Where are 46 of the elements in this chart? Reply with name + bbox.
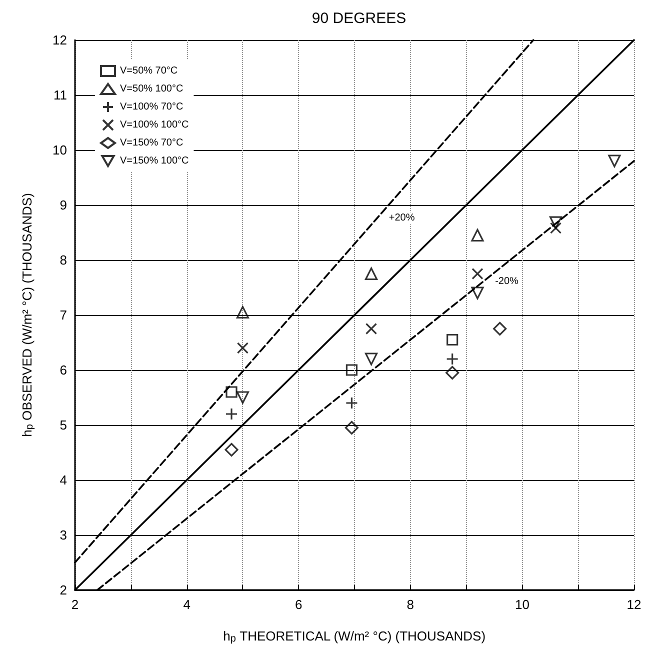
x-tick-label: 8 (406, 597, 414, 612)
chart-title: 90 DEGREES (312, 10, 406, 27)
y-tick-label: 12 (52, 32, 67, 48)
y-tick-label: 3 (60, 528, 67, 542)
x-tick-label: 4 (183, 597, 190, 612)
point (224, 442, 238, 457)
point (550, 222, 562, 234)
point (364, 352, 378, 366)
point (549, 216, 562, 229)
x-tick-label: 6 (294, 597, 302, 612)
legend-label: V=150% 70°C (120, 138, 184, 148)
point (446, 366, 460, 380)
legend-label: V=50% 70°C (120, 66, 178, 76)
legend-label: V=150% 100°C (120, 156, 189, 166)
point (493, 322, 507, 336)
point (236, 306, 249, 319)
y-tick-label: 10 (52, 142, 67, 158)
point (236, 342, 248, 354)
legend-label: V=50% 100°C (120, 84, 184, 94)
point (344, 420, 359, 435)
point (365, 322, 378, 335)
y-tick-label: 6 (60, 362, 67, 378)
point (236, 391, 249, 404)
y-tick-label: 8 (60, 252, 67, 268)
y-tick-label: 4 (60, 472, 67, 488)
point (346, 364, 358, 376)
point (226, 386, 238, 398)
legend-label: V=100% 100°C (120, 120, 189, 130)
legend-label: V=100% 70°C (120, 102, 184, 112)
y-tick-label: 9 (60, 198, 67, 212)
y-tick-label: 11 (54, 88, 67, 102)
point (446, 334, 458, 346)
point (472, 268, 484, 280)
x-tick-label: 10 (514, 597, 530, 612)
annotation: -20% (495, 276, 519, 287)
point (364, 267, 378, 280)
point (608, 154, 621, 168)
point (471, 286, 484, 300)
annotation: +20% (388, 212, 415, 224)
y-tick-label: 5 (60, 418, 67, 432)
y-tick-label: 2 (60, 582, 67, 598)
x-tick-label: 12 (626, 597, 642, 612)
y-axis-title: hp OBSERVED (W/m² °C) (THOUSANDS) (20, 193, 36, 437)
x-tick-label: 2 (71, 597, 79, 612)
y-tick-label: 7 (60, 308, 67, 322)
point (471, 228, 484, 242)
